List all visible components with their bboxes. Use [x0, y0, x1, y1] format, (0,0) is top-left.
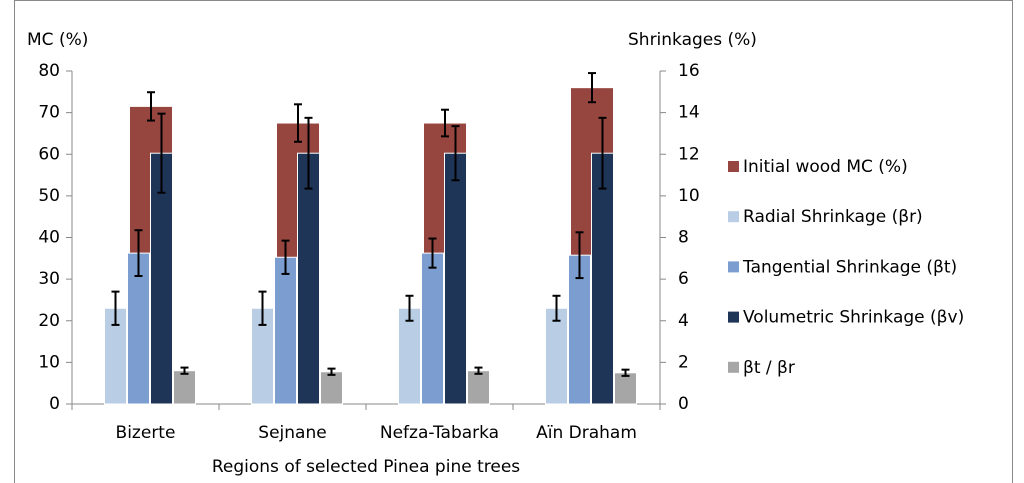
y-tick-label: 70 [38, 103, 60, 123]
bar [545, 307, 568, 405]
y2-tick-label: 16 [678, 61, 700, 81]
bar [274, 256, 297, 405]
x-tick-label: Sejnane [258, 423, 326, 443]
error-bar [294, 103, 302, 143]
legend-swatch [728, 211, 739, 223]
y2-tick-label: 10 [678, 186, 700, 206]
legend-label: Volumetric Shrinkage (βv) [743, 308, 964, 328]
bar [444, 152, 467, 405]
y-tick-label: 30 [38, 269, 60, 289]
legend-swatch [728, 361, 739, 373]
bar [614, 372, 637, 405]
error-bar [134, 229, 143, 278]
error-bar [428, 237, 437, 269]
y-tick-label: 80 [38, 61, 60, 81]
x-tick-label: Nefza-Tabarka [380, 423, 499, 443]
error-bar [327, 367, 336, 376]
legend-swatch [728, 311, 739, 323]
legend-label: Initial wood MC (%) [743, 157, 908, 177]
x-tick-label: Bizerte [116, 423, 176, 443]
y2-tick-label: 4 [678, 311, 689, 331]
error-bar [598, 116, 607, 190]
y-tick-label: 10 [38, 352, 60, 372]
error-bar [258, 290, 267, 326]
error-bar [304, 116, 313, 190]
bar [320, 371, 343, 405]
error-bar [147, 91, 155, 122]
y2-tick-label: 14 [678, 103, 700, 123]
error-bar [552, 294, 561, 322]
bar [297, 152, 320, 405]
y-tick-label: 40 [38, 228, 60, 248]
bar [467, 370, 490, 405]
legend-label: βt / βr [743, 358, 795, 378]
x-tick-label: Aïn Draham [536, 423, 637, 443]
y-tick-label: 20 [38, 311, 60, 331]
y2-tick-label: 6 [678, 269, 689, 289]
error-bar [281, 239, 290, 275]
error-bar [180, 366, 189, 375]
bar [173, 370, 196, 405]
bar [398, 307, 421, 405]
legend-label: Radial Shrinkage (βr) [743, 207, 923, 227]
legend-swatch [728, 161, 739, 172]
error-bar [111, 290, 120, 326]
error-bar [621, 368, 630, 377]
error-bar [405, 294, 414, 322]
y2-tick-label: 0 [678, 394, 689, 414]
error-bar [441, 108, 449, 138]
legend-swatch [728, 261, 739, 273]
y2-tick-label: 12 [678, 144, 700, 164]
chart-frame [14, 0, 1013, 483]
error-bar [451, 125, 460, 182]
bar [421, 252, 444, 405]
error-bar [474, 366, 483, 375]
x-axis-title: Regions of selected Pinea pine trees [212, 457, 520, 477]
bar [591, 152, 614, 405]
y2-tick-label: 2 [678, 352, 689, 372]
y2-tick-label: 8 [678, 228, 689, 248]
y-tick-label: 60 [38, 144, 60, 164]
error-bar [588, 72, 596, 104]
y2-axis-title: Shrinkages (%) [628, 30, 757, 50]
error-bar [575, 231, 584, 280]
y-tick-label: 0 [49, 394, 60, 414]
y-tick-label: 50 [38, 186, 60, 206]
error-bar [157, 112, 166, 194]
y-axis-title: MC (%) [27, 30, 88, 50]
legend-label: Tangential Shrinkage (βt) [742, 257, 957, 277]
